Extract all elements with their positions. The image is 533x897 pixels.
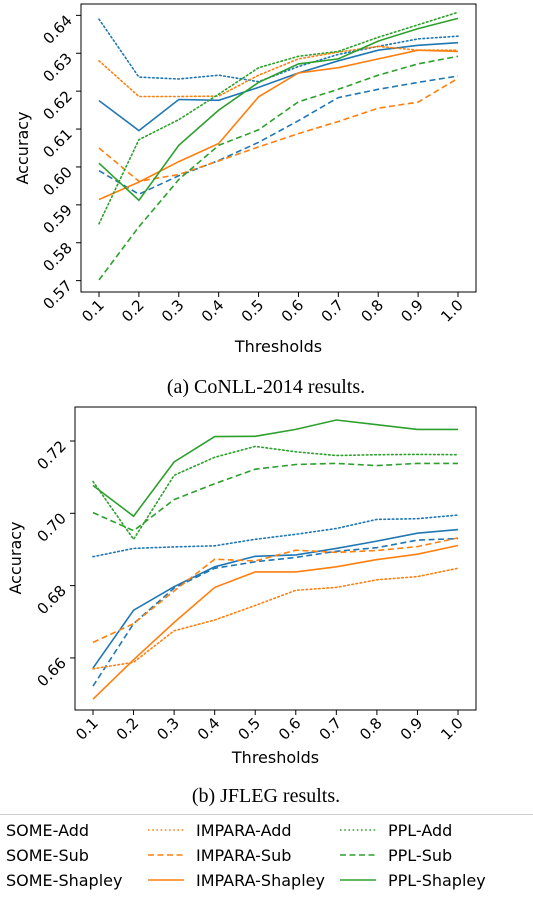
x-tick-label: 0.8 xyxy=(357,296,387,326)
legend-item-some-sub: SOME-Sub xyxy=(6,846,89,865)
x-tick-label: 1.0 xyxy=(437,714,467,744)
y-tick-label: 0.63 xyxy=(39,49,75,85)
legend-item-some-shapley: SOME-Shapley xyxy=(6,871,122,890)
series-line-ppl-sub xyxy=(92,462,458,532)
series-line-impara-sub xyxy=(92,537,459,644)
x-tick-label: 0.3 xyxy=(158,296,188,326)
legend-label: IMPARA-Shapley xyxy=(196,871,325,890)
y-tick-label: 0.59 xyxy=(39,201,75,237)
y-tick-label: 0.64 xyxy=(39,11,75,47)
legend-item-some-add: SOME-Add xyxy=(6,821,89,840)
series-lines xyxy=(98,11,459,281)
series-line-impara-sub xyxy=(98,77,459,183)
series-line-ppl-sub xyxy=(98,55,459,281)
legend-label: SOME-Sub xyxy=(6,846,89,865)
series-line-ppl-shapley xyxy=(98,17,459,202)
series-lines xyxy=(92,419,459,700)
conll-2014-chart: 0.1 0.2 0.3 0.4 0.5 0.6 0.7 0.8 0.9 1.0 0.570.580… xyxy=(13,3,477,398)
plot-frame xyxy=(80,3,477,293)
y-tick-labels: 0.570.580.590.600.610.620.630.64 xyxy=(39,11,81,313)
x-tick-label: 0.4 xyxy=(194,714,224,744)
series-line-ppl-add xyxy=(92,445,459,541)
x-tick-label: 0.3 xyxy=(153,714,183,744)
legend-item-impara-sub: IMPARA-Sub xyxy=(148,846,291,865)
legend-label: PPL-Shapley xyxy=(388,871,486,890)
x-tick-label: 0.9 xyxy=(397,296,427,326)
y-tick-label: 0.57 xyxy=(39,277,75,313)
series-line-impara-shapley xyxy=(92,544,459,700)
legend-label: PPL-Sub xyxy=(388,846,452,865)
legend-label: SOME-Shapley xyxy=(6,871,122,890)
y-tick-label: 0.61 xyxy=(39,125,75,161)
x-tick-label: 0.4 xyxy=(198,296,228,326)
legend-item-impara-shapley: IMPARA-Shapley xyxy=(148,871,325,890)
series-line-impara-add xyxy=(92,567,459,670)
plot-frame xyxy=(74,406,477,711)
x-tick-label: 0.6 xyxy=(278,296,308,326)
series-line-some-add xyxy=(92,514,459,558)
y-tick-label: 0.68 xyxy=(33,582,69,618)
series-line-some-shapley xyxy=(98,41,459,132)
x-tick-label: 0.7 xyxy=(316,714,346,744)
x-tick-label: 0.2 xyxy=(118,296,148,326)
chart-caption: (b) JFLEG results. xyxy=(192,785,340,807)
y-tick-label: 0.70 xyxy=(33,509,69,545)
x-tick-label: 0.9 xyxy=(397,714,427,744)
y-tick-label: 0.60 xyxy=(39,163,75,199)
y-axis-label: Accuracy xyxy=(6,521,25,594)
x-tick-label: 0.1 xyxy=(72,714,102,744)
x-axis-label: Thresholds xyxy=(231,748,319,767)
x-tick-label: 0.5 xyxy=(234,714,264,744)
jfleg-chart: 0.1 0.2 0.3 0.4 0.5 0.6 0.7 0.8 0.9 1.0 0.660.680… xyxy=(6,406,477,807)
legend-item-ppl-shapley: PPL-Shapley xyxy=(340,871,486,890)
x-tick-label: 0.5 xyxy=(238,296,268,326)
y-axis-label: Accuracy xyxy=(13,111,32,184)
series-line-impara-add xyxy=(98,45,459,98)
legend-item-ppl-sub: PPL-Sub xyxy=(340,846,452,865)
chart-caption: (a) CoNLL-2014 results. xyxy=(167,376,365,398)
legend: SOME-Add SOME-Sub SOME-Shapley IMPARA-Add IM… xyxy=(0,814,533,890)
x-axis-label: Thresholds xyxy=(234,337,322,356)
x-tick-label: 0.2 xyxy=(113,714,143,744)
x-tick-label: 0.7 xyxy=(318,296,348,326)
legend-label: IMPARA-Sub xyxy=(196,846,291,865)
y-tick-label: 0.66 xyxy=(33,654,69,690)
x-tick-labels: 0.1 0.2 0.3 0.4 0.5 0.6 0.7 0.8 0.9 1.0 xyxy=(72,710,467,744)
y-tick-label: 0.62 xyxy=(39,87,75,123)
x-tick-label: 0.8 xyxy=(356,714,386,744)
series-line-some-add xyxy=(98,18,459,83)
legend-item-impara-add: IMPARA-Add xyxy=(148,821,292,840)
legend-label: PPL-Add xyxy=(388,821,452,840)
x-tick-label: 0.1 xyxy=(78,296,108,326)
x-tick-labels: 0.1 0.2 0.3 0.4 0.5 0.6 0.7 0.8 0.9 1.0 xyxy=(78,292,467,326)
legend-label: IMPARA-Add xyxy=(196,821,292,840)
y-tick-label: 0.58 xyxy=(39,239,75,275)
legend-item-ppl-add: PPL-Add xyxy=(340,821,452,840)
x-tick-label: 1.0 xyxy=(437,296,467,326)
x-tick-label: 0.6 xyxy=(275,714,305,744)
y-tick-labels: 0.66 0.68 0.70 0.72 xyxy=(33,437,75,690)
series-line-some-sub xyxy=(98,75,459,196)
y-tick-label: 0.72 xyxy=(33,437,69,473)
series-line-ppl-shapley xyxy=(92,419,458,518)
legend-label: SOME-Add xyxy=(6,821,89,840)
series-line-ppl-add xyxy=(98,11,459,225)
